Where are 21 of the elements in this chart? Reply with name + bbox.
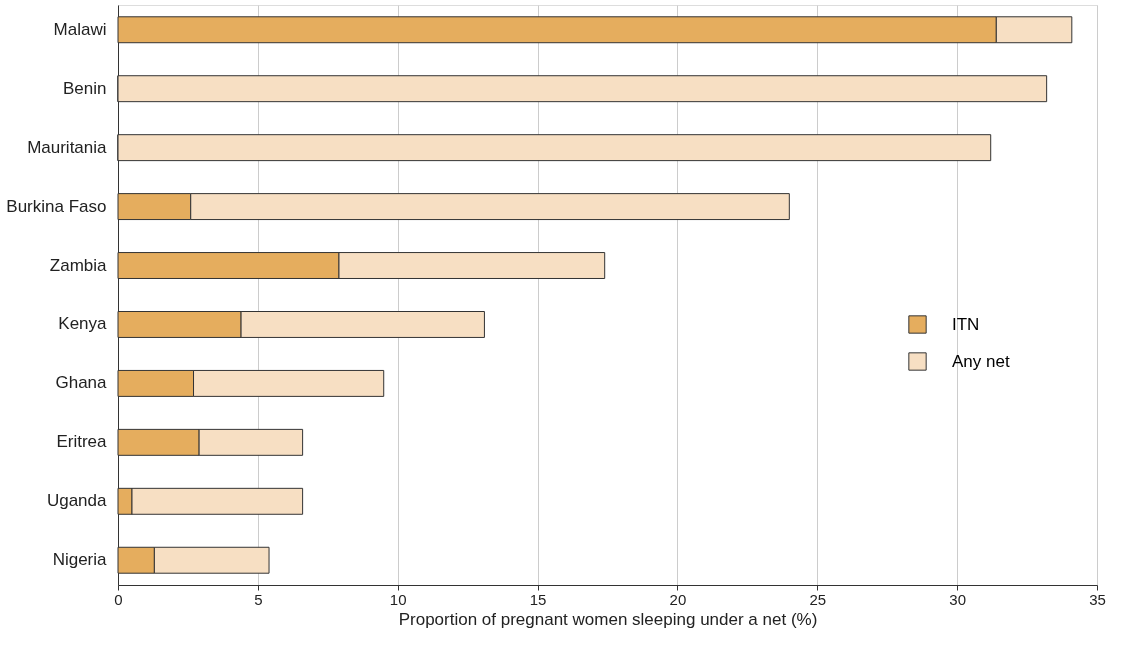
y-tick-label: Eritrea (56, 432, 108, 452)
x-tick-label: 35 (1089, 590, 1106, 608)
x-tick-label: 0 (114, 590, 123, 608)
y-tick-label: Mauritania (27, 137, 108, 157)
x-axis-title: Proportion of pregnant women sleeping under a net (%) (398, 609, 818, 629)
x-tick-label: 15 (529, 590, 547, 608)
legend-label: ITN (952, 314, 980, 334)
y-tick-label: Uganda (46, 491, 108, 511)
y-tick-label: Benin (63, 78, 107, 98)
y-tick-label: Malawi (53, 19, 107, 39)
y-tick-label: Ghana (55, 373, 108, 393)
legend-label: Any net (952, 351, 1010, 371)
y-tick-label: Kenya (58, 314, 108, 334)
x-tick-label: 10 (389, 590, 407, 608)
x-tick-label: 5 (254, 590, 263, 608)
x-tick-label: 30 (949, 590, 966, 608)
x-tick-label: 20 (669, 590, 687, 608)
y-tick-label: Burkina Faso (6, 196, 107, 216)
x-tick-label: 25 (809, 590, 827, 608)
y-tick-label: Nigeria (52, 550, 108, 570)
y-tick-label: Zambia (49, 255, 108, 275)
